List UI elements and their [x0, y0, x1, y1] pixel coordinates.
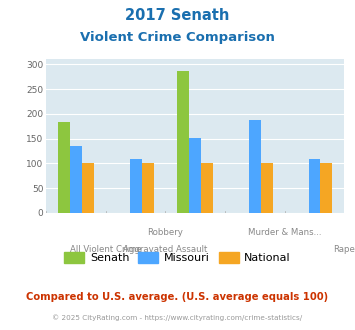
Text: © 2025 CityRating.com - https://www.cityrating.com/crime-statistics/: © 2025 CityRating.com - https://www.city… — [53, 314, 302, 321]
Bar — [308, 159, 321, 213]
Bar — [142, 163, 153, 213]
Bar — [58, 122, 70, 213]
Legend: Senath, Missouri, National: Senath, Missouri, National — [64, 252, 291, 263]
Bar — [178, 71, 189, 213]
Text: Murder & Mans...: Murder & Mans... — [248, 228, 322, 237]
Bar — [82, 163, 94, 213]
Text: Aggravated Assault: Aggravated Assault — [123, 245, 208, 254]
Text: Robbery: Robbery — [147, 228, 184, 237]
Bar — [130, 159, 142, 213]
Text: Rape: Rape — [333, 245, 355, 254]
Text: 2017 Senath: 2017 Senath — [125, 8, 230, 23]
Text: Compared to U.S. average. (U.S. average equals 100): Compared to U.S. average. (U.S. average … — [26, 292, 329, 302]
Bar — [189, 138, 201, 213]
Text: All Violent Crime: All Violent Crime — [70, 245, 142, 254]
Bar — [249, 120, 261, 213]
Bar — [201, 163, 213, 213]
Bar — [261, 163, 273, 213]
Bar — [321, 163, 332, 213]
Text: Violent Crime Comparison: Violent Crime Comparison — [80, 31, 275, 44]
Bar — [70, 146, 82, 213]
